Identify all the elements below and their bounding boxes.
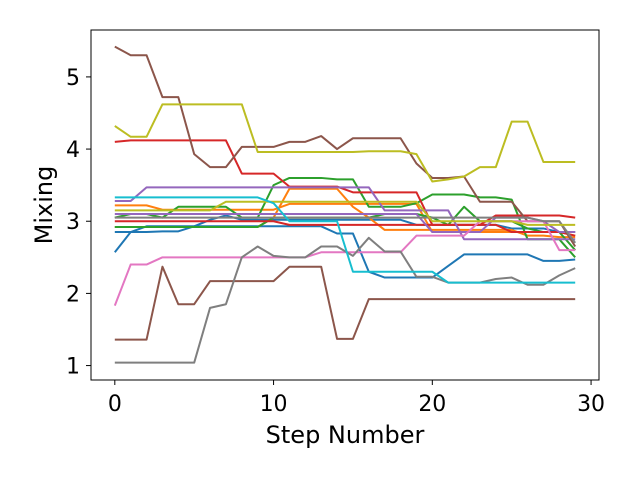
axes-frame <box>90 29 600 381</box>
series-line-8 <box>114 220 576 237</box>
series-line-17 <box>114 200 576 226</box>
x-axis-label: Step Number <box>266 421 425 449</box>
y-tick-label: 1 <box>66 355 80 380</box>
y-tick-label: 4 <box>66 138 80 163</box>
series-line-5 <box>114 176 576 258</box>
y-tick-label: 3 <box>66 210 80 235</box>
series-line-16 <box>114 103 576 183</box>
y-tick-label: 2 <box>66 282 80 307</box>
series-line-18 <box>114 196 576 284</box>
y-axis: 1 2 3 4 5 <box>66 66 91 380</box>
series-line-12 <box>114 265 576 341</box>
x-tick-label: 10 <box>260 392 288 417</box>
x-tick-label: 30 <box>577 392 605 417</box>
series-line-15 <box>114 216 576 244</box>
plot-area <box>113 45 577 364</box>
x-axis: 0 10 20 30 <box>108 380 605 417</box>
x-tick-label: 0 <box>108 392 122 417</box>
y-tick-label: 5 <box>66 66 80 91</box>
x-tick-label: 20 <box>418 392 446 417</box>
series-line-14 <box>114 236 576 364</box>
series-line-9 <box>114 186 576 241</box>
series-line-7 <box>114 139 576 226</box>
y-axis-label: Mixing <box>30 166 58 245</box>
series-line-11 <box>114 45 577 248</box>
